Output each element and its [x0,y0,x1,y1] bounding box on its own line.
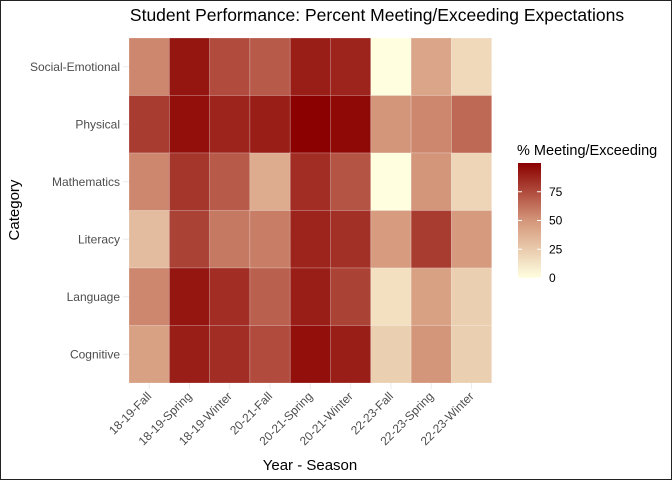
legend-tick-label: 0 [549,271,556,285]
color-legend: 0 25 50 75 [518,163,563,285]
heatmap-cell [451,325,492,384]
heatmap-cell [410,267,452,326]
heatmap-cell [451,37,492,96]
heatmap-cell [249,152,291,211]
heatmap-cell [289,325,331,384]
heatmap-cell [128,37,170,96]
heatmap-cell [249,95,291,154]
heatmap-cell [169,152,210,211]
heatmap-cell [169,210,210,269]
heatmap-cell [209,37,251,96]
y-axis-ticks: Social-Emotional Physical Mathematics Liter… [30,60,120,362]
heatmap-cell [330,37,372,96]
legend-tick-label: 25 [549,242,563,256]
heatmap-cell [330,210,372,269]
y-tick-label: Physical [75,117,120,131]
x-axis-ticks: 18-19-Fall18-19-Spring18-19-Winter20-21-… [106,389,477,448]
heatmap-cell [289,210,331,269]
y-axis-title: Category [6,179,23,240]
heatmap-cell [128,95,170,154]
heatmap-cell [410,37,452,96]
heatmap-cell [289,267,331,326]
heatmap-cell [370,267,412,326]
x-axis-title: Year - Season [263,457,358,474]
heatmap-cell [370,152,412,211]
heatmap-cell [209,95,251,154]
heatmap-cell [209,210,251,269]
heatmap-cell [249,267,291,326]
heatmap-cell [169,325,210,384]
heatmap-cell [330,325,372,384]
y-tick-label: Cognitive [70,347,120,361]
heatmap-cell [289,95,331,154]
heatmap-cell [209,267,251,326]
heatmap-cell [249,210,291,269]
heatmap-cell [330,95,372,154]
heatmap-cell [370,325,412,384]
legend-tick-label: 75 [549,185,563,199]
legend-tick-label: 50 [549,214,563,228]
heatmap-cell [128,267,170,326]
heatmap-cell [289,37,331,96]
heatmap-cell [410,152,452,211]
chart-title: Student Performance: Percent Meeting/Exc… [130,5,624,25]
heatmap-cells [128,37,492,384]
heatmap-cell [451,267,492,326]
heatmap-cell [128,210,170,269]
heatmap-cell [410,210,452,269]
y-tick-label: Social-Emotional [30,60,120,74]
heatmap-cell [169,267,210,326]
y-tick-label: Language [67,290,121,304]
legend-colorbar [518,163,541,278]
heatmap-cell [451,210,492,269]
heatmap-cell [451,152,492,211]
heatmap-cell [289,152,331,211]
heatmap-cell [249,37,291,96]
heatmap-cell [410,95,452,154]
heatmap-cell [169,95,210,154]
heatmap-cell [209,152,251,211]
heatmap-cell [128,152,170,211]
legend-title: % Meeting/Exceeding [517,143,657,159]
y-tick-label: Mathematics [52,175,120,189]
heatmap-cell [410,325,452,384]
heatmap-cell [451,95,492,154]
heatmap-cell [330,152,372,211]
y-tick-label: Literacy [78,232,120,246]
heatmap-cell [249,325,291,384]
heatmap-cell [370,210,412,269]
heatmap-cell [209,325,251,384]
heatmap-cell [370,37,412,96]
heatmap-cell [128,325,170,384]
heatmap-cell [169,37,210,96]
heatmap-cell [330,267,372,326]
heatmap-cell [370,95,412,154]
